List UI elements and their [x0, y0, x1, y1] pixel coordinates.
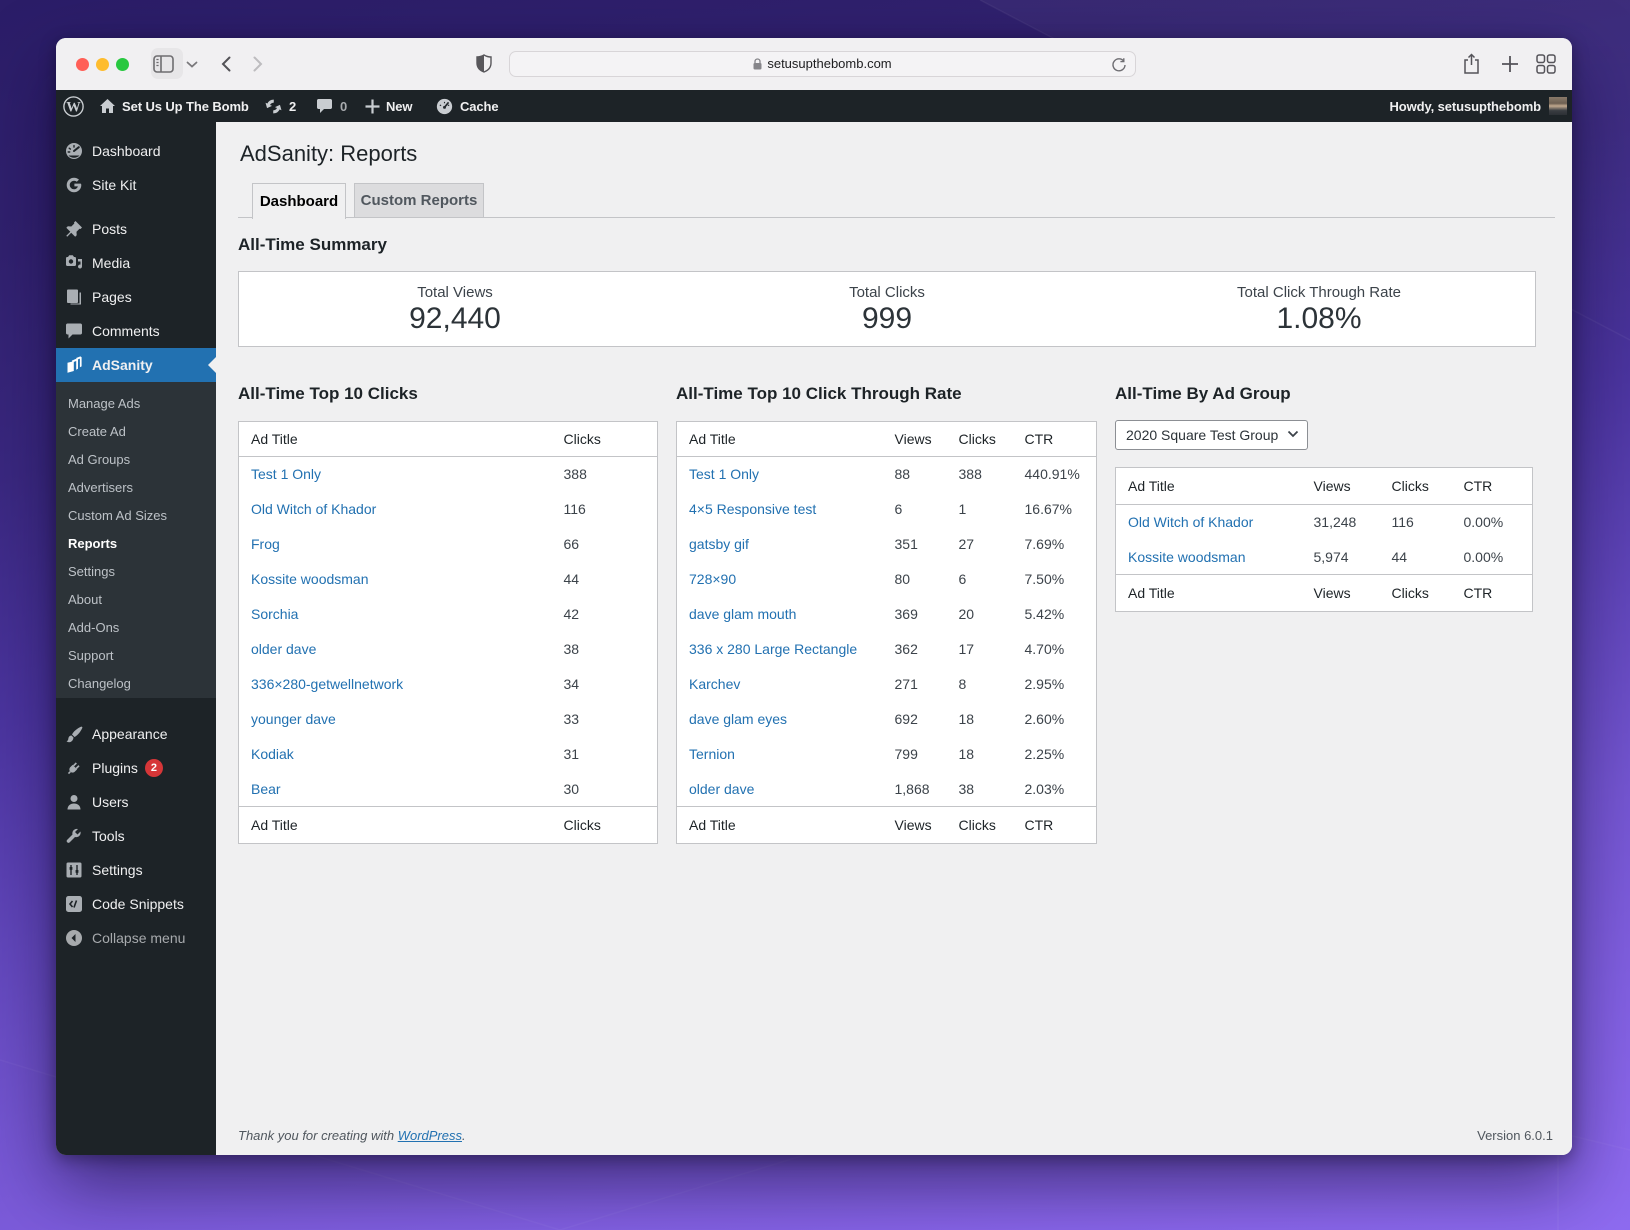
svg-text:W: W: [66, 99, 81, 115]
